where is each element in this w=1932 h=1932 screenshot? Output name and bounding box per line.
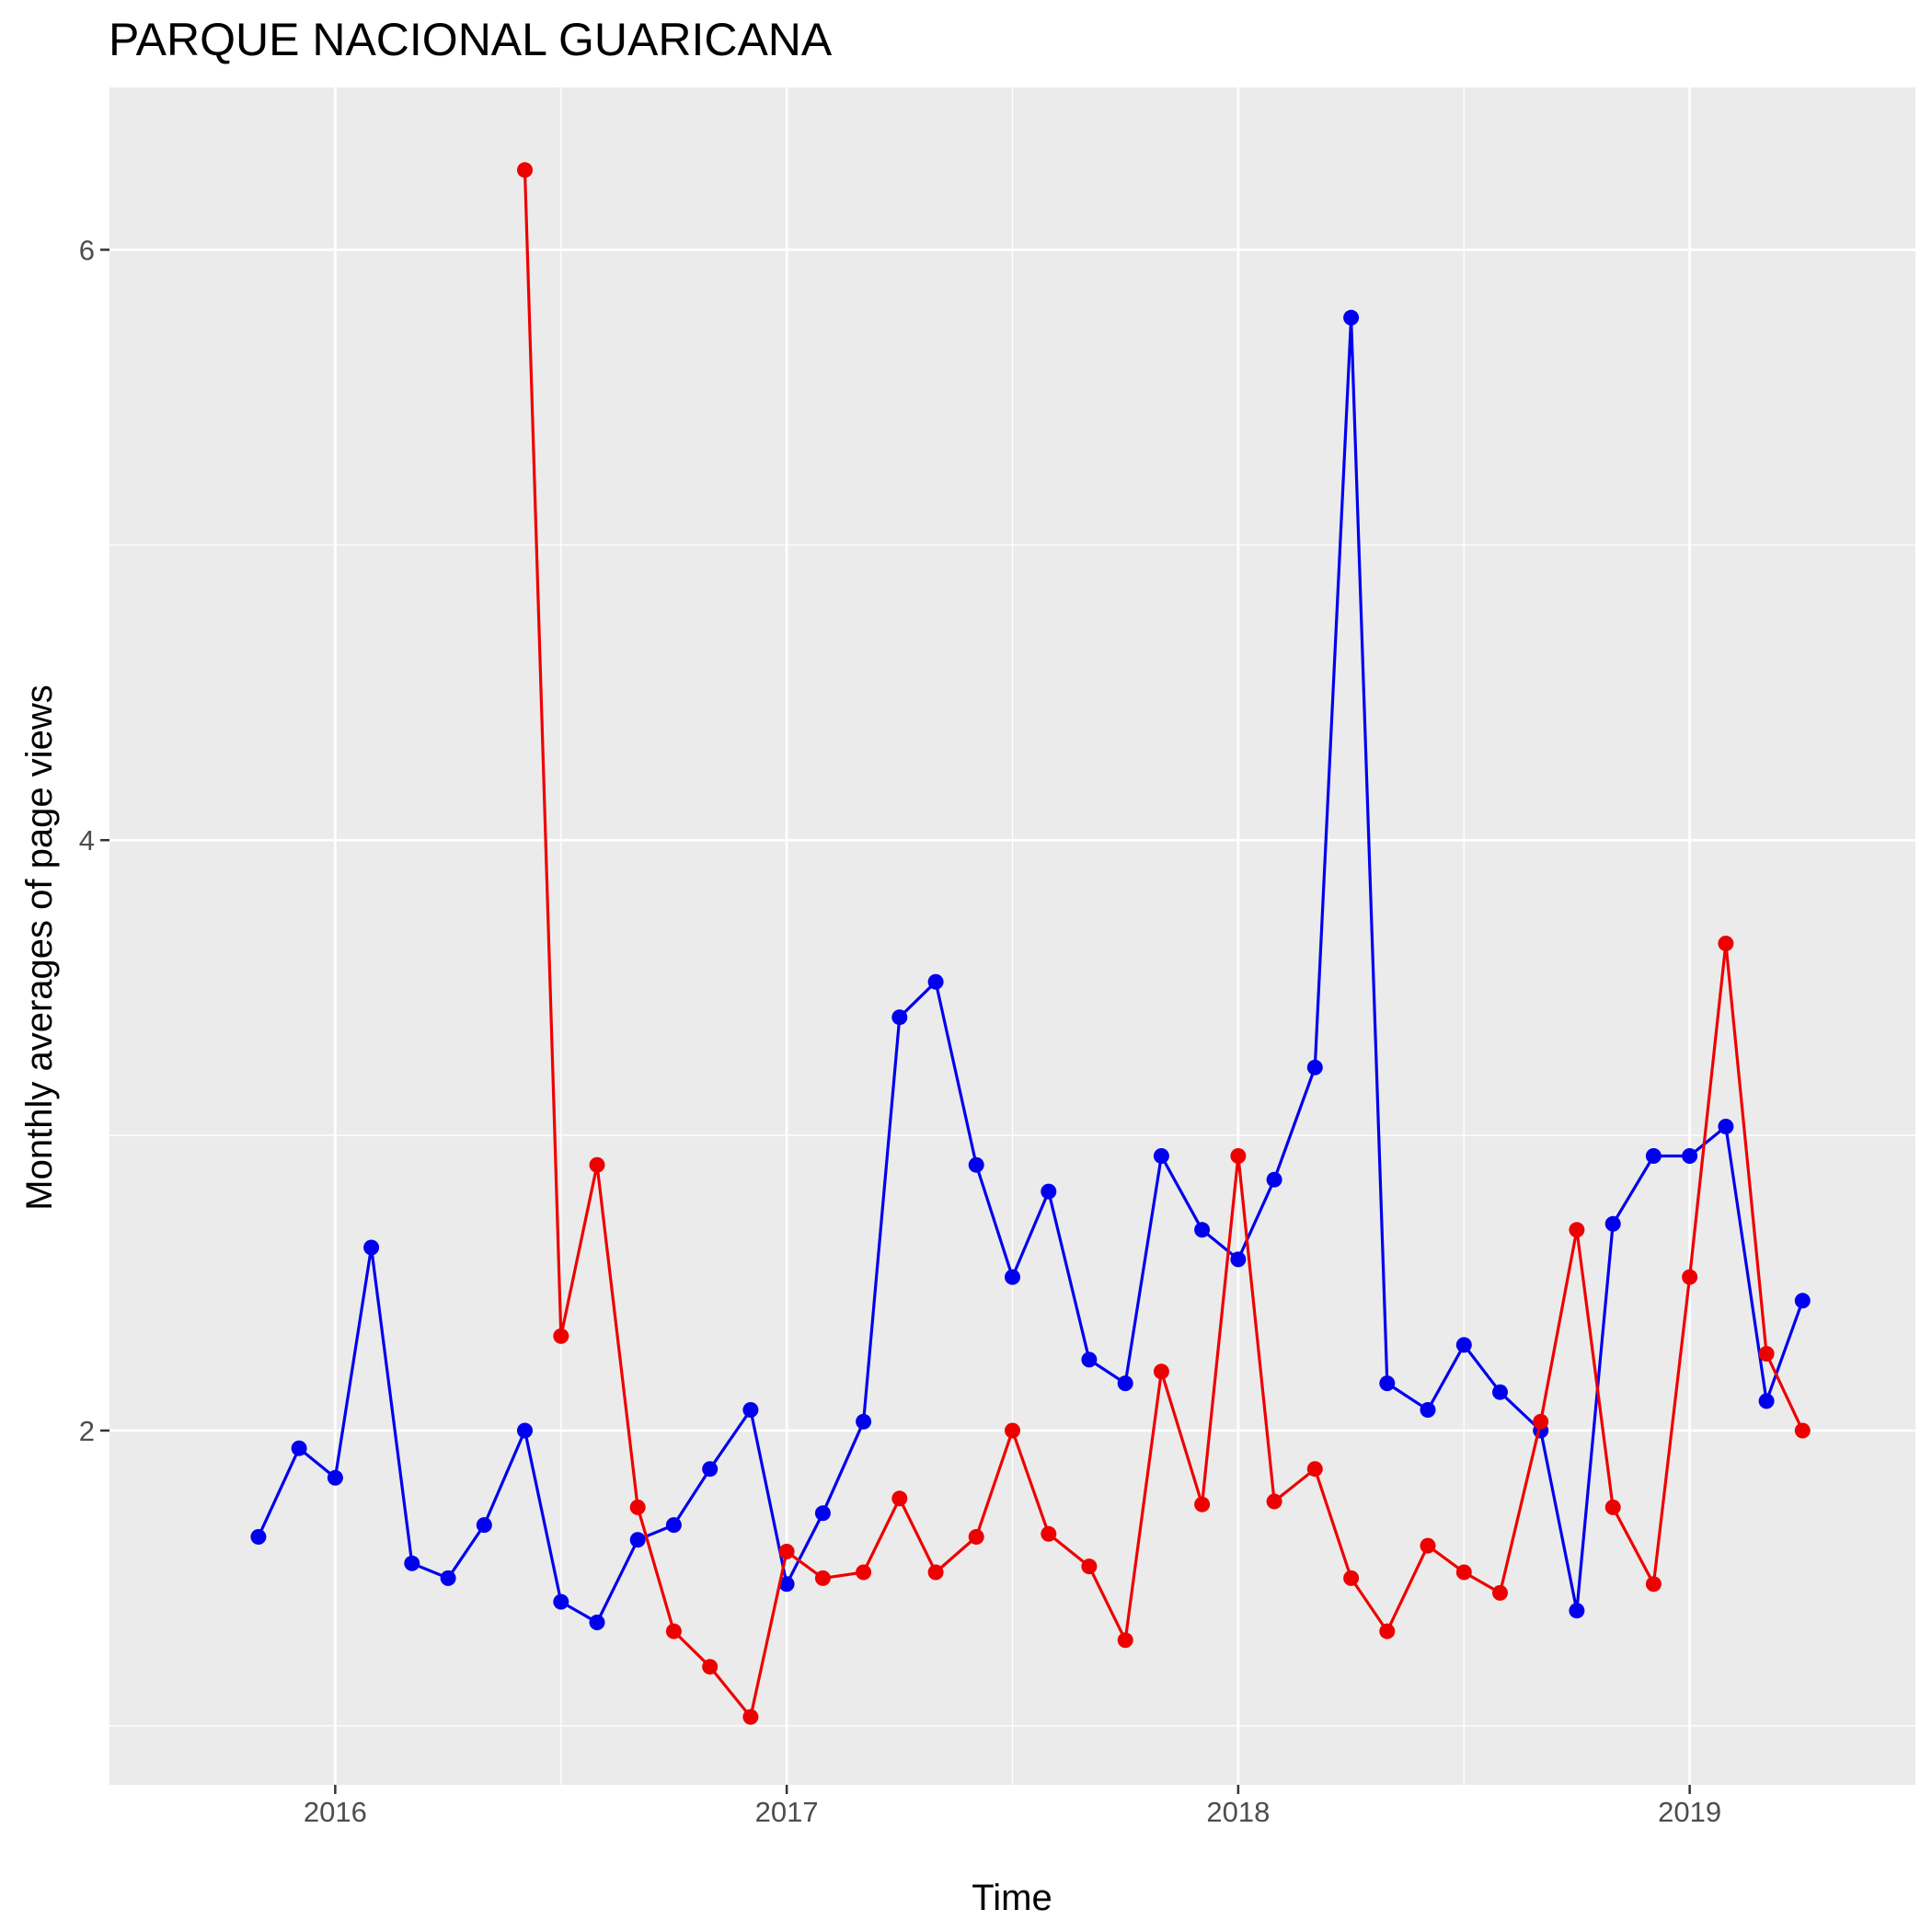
blue-series-point <box>440 1570 456 1586</box>
red-series-point <box>1682 1269 1698 1285</box>
blue-series-point <box>814 1505 831 1522</box>
red-series-point <box>1569 1222 1585 1238</box>
red-series-point <box>1117 1632 1133 1649</box>
blue-series-point <box>1492 1384 1508 1400</box>
blue-series-point <box>778 1576 795 1593</box>
blue-series-point <box>1758 1393 1775 1409</box>
blue-series-point <box>363 1239 380 1256</box>
blue-series-point <box>1645 1148 1662 1164</box>
y-tick-label: 4 <box>79 824 95 857</box>
chart-title: PARQUE NACIONAL GUARICANA <box>109 14 833 65</box>
red-series-point <box>742 1708 759 1725</box>
x-tick-label: 2017 <box>755 1796 819 1828</box>
red-series-point <box>1005 1422 1020 1439</box>
red-series-point <box>1041 1525 1057 1542</box>
blue-series-point <box>927 973 944 990</box>
red-series <box>517 162 1811 1725</box>
blue-series-point <box>553 1593 569 1610</box>
red-series-point <box>1718 936 1734 951</box>
blue-series-point <box>1005 1269 1020 1285</box>
blue-series-point <box>665 1517 682 1534</box>
minor-gridlines <box>109 87 1915 1785</box>
blue-series-point <box>1081 1351 1098 1368</box>
blue-series-point <box>1266 1171 1282 1188</box>
y-tick-label: 2 <box>79 1415 95 1447</box>
blue-series-point <box>1194 1222 1211 1238</box>
red-series-point <box>1533 1413 1549 1430</box>
red-series-point <box>629 1499 646 1515</box>
blue-series-point <box>702 1461 719 1478</box>
red-series-point <box>1081 1558 1098 1575</box>
blue-series-point <box>589 1615 605 1630</box>
red-series-point <box>1455 1564 1472 1581</box>
red-series-point <box>517 162 533 178</box>
red-series-point <box>891 1490 908 1507</box>
blue-series-point <box>1379 1375 1396 1392</box>
axis-ticks <box>100 248 1691 1794</box>
blue-series-point <box>1420 1402 1436 1418</box>
blue-series-point <box>1569 1603 1585 1619</box>
blue-series-point <box>742 1402 759 1418</box>
blue-series-point <box>1343 309 1360 326</box>
red-series-point <box>665 1623 682 1639</box>
y-axis-title: Monthly averages of page views <box>19 684 60 1210</box>
blue-series-point <box>1682 1148 1698 1164</box>
red-series-point <box>1420 1537 1436 1554</box>
blue-series-point <box>476 1517 492 1534</box>
red-series-point <box>1343 1570 1360 1586</box>
blue-series-point <box>404 1555 420 1571</box>
red-series-point <box>856 1564 872 1581</box>
tick-labels: 2016 2017 2018 2019 2 4 6 <box>79 234 1721 1828</box>
blue-series-point <box>1117 1375 1133 1392</box>
x-tick-label: 2016 <box>304 1796 367 1828</box>
red-series-point <box>927 1564 944 1581</box>
red-series-point <box>1645 1576 1662 1593</box>
red-series-point <box>1492 1584 1508 1601</box>
red-series-point <box>814 1570 831 1586</box>
red-series-point <box>1758 1346 1775 1362</box>
blue-series-point <box>1306 1059 1323 1075</box>
red-series-point <box>1194 1496 1211 1512</box>
blue-series-line <box>257 316 1804 1625</box>
x-tick-label: 2018 <box>1206 1796 1270 1828</box>
red-series-point <box>1379 1623 1396 1639</box>
blue-series-point <box>327 1469 343 1486</box>
red-series-point <box>553 1328 569 1344</box>
blue-series-point <box>856 1413 872 1430</box>
blue-series-point <box>1718 1119 1734 1134</box>
blue-series-point <box>1041 1183 1057 1200</box>
red-series-point <box>702 1659 719 1675</box>
blue-series-point <box>891 1009 908 1026</box>
red-series-point <box>1604 1499 1621 1515</box>
blue-series-point <box>968 1156 984 1173</box>
red-series-point <box>778 1544 795 1559</box>
red-series-point <box>1230 1148 1247 1164</box>
blue-series-point <box>517 1422 533 1439</box>
blue-series-point <box>1604 1215 1621 1232</box>
blue-series-point <box>1153 1148 1169 1164</box>
series-layer <box>250 162 1811 1725</box>
red-series-point <box>1306 1461 1323 1478</box>
y-tick-label: 6 <box>79 234 95 266</box>
red-series-point <box>1794 1422 1811 1439</box>
red-series-point <box>589 1156 605 1173</box>
red-series-point <box>1266 1493 1282 1510</box>
blue-series <box>250 309 1811 1630</box>
blue-series-point <box>1794 1293 1811 1309</box>
blue-series-point <box>250 1529 267 1545</box>
blue-series-point <box>291 1440 307 1456</box>
x-tick-label: 2019 <box>1658 1796 1721 1828</box>
red-series-point <box>968 1529 984 1545</box>
blue-series-point <box>1455 1337 1472 1353</box>
blue-series-point <box>1230 1251 1247 1268</box>
x-axis-title: Time <box>972 1878 1052 1918</box>
blue-series-point <box>629 1532 646 1548</box>
red-series-point <box>1153 1363 1169 1380</box>
